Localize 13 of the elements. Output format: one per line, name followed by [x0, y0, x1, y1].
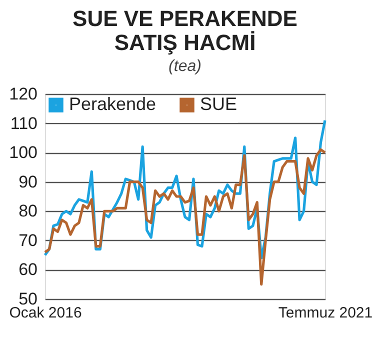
y-tick-label: 110 [10, 114, 38, 133]
y-tick-label: 60 [18, 260, 38, 280]
y-tick-label: 70 [18, 230, 38, 250]
line-series [44, 148, 326, 286]
y-tick-label: 100 [9, 143, 38, 162]
chart-title: SUE VE PERAKENDE SATIŞ HACMİ [72, 6, 298, 55]
y-tick-label: 120 [9, 84, 38, 104]
legend-label: Perakende [69, 94, 156, 114]
legend-label: SUE [200, 94, 238, 114]
y-tick-label: 80 [18, 202, 38, 221]
y-tick-label: 90 [18, 172, 38, 192]
x-tick-label: Temmuz 2021 [278, 304, 373, 322]
chart-subtitle: (tea) [168, 58, 202, 75]
